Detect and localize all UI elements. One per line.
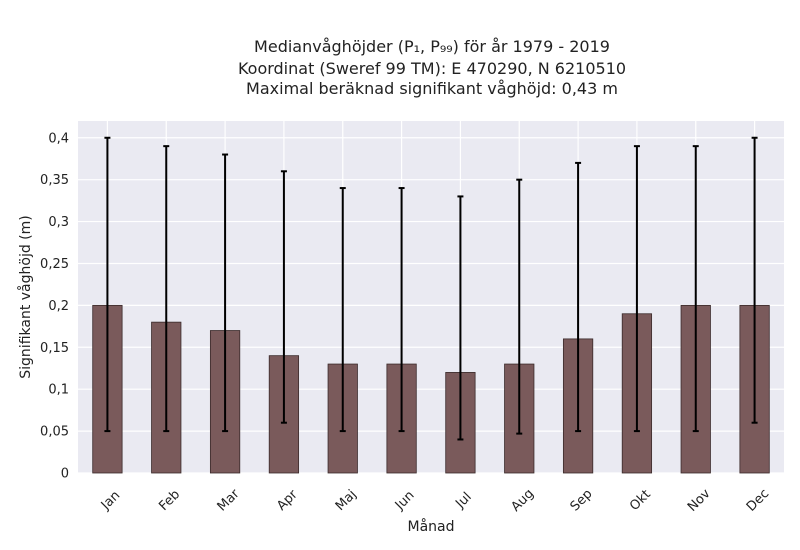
y-tick-label: 0 bbox=[61, 467, 69, 482]
chart-title-line-3: Maximal beräknad signifikant våghöjd: 0,… bbox=[246, 79, 618, 98]
chart-title: Medianvåghöjder (P₁, P₉₉) för år 1979 - … bbox=[238, 37, 626, 98]
x-axis-ticks: Jan Feb Mar Apr Maj Jun Jul Aug Sep Okt Nov Dec bbox=[98, 486, 772, 515]
x-tick-label: Okt bbox=[627, 487, 654, 514]
x-tick-label: Aug bbox=[508, 486, 537, 515]
y-axis-ticks: 0 0,05 0,1 0,15 0,2 0,25 0,3 0,35 0,4 bbox=[40, 131, 69, 481]
chart-title-line-2: Koordinat (Sweref 99 TM): E 470290, N 62… bbox=[238, 59, 626, 78]
y-tick-label: 0,25 bbox=[40, 257, 69, 272]
y-tick-label: 0,05 bbox=[40, 425, 69, 440]
error-bars bbox=[104, 136, 758, 441]
y-tick-label: 0,3 bbox=[48, 215, 69, 230]
x-tick-label: Mar bbox=[215, 486, 243, 514]
x-tick-label: Jun bbox=[392, 488, 418, 514]
y-tick-label: 0,2 bbox=[48, 299, 69, 314]
plot-area bbox=[78, 121, 784, 473]
x-tick-label: Feb bbox=[156, 487, 183, 514]
x-tick-label: Apr bbox=[274, 487, 301, 514]
chart-title-line-1: Medianvåghöjder (P₁, P₉₉) för år 1979 - … bbox=[254, 37, 610, 56]
x-axis-label: Månad bbox=[408, 518, 455, 535]
x-tick-label: Jan bbox=[98, 488, 123, 513]
y-tick-label: 0,4 bbox=[48, 131, 69, 146]
y-tick-label: 0,1 bbox=[48, 383, 69, 398]
x-tick-label: Dec bbox=[744, 486, 772, 514]
x-tick-label: Nov bbox=[685, 486, 714, 515]
y-tick-label: 0,15 bbox=[40, 341, 69, 356]
x-tick-label: Maj bbox=[333, 487, 360, 514]
y-tick-label: 0,35 bbox=[40, 173, 69, 188]
x-tick-label: Jul bbox=[452, 490, 474, 512]
x-tick-label: Sep bbox=[568, 487, 596, 515]
y-axis-label: Signifikant våghöjd (m) bbox=[17, 215, 34, 378]
